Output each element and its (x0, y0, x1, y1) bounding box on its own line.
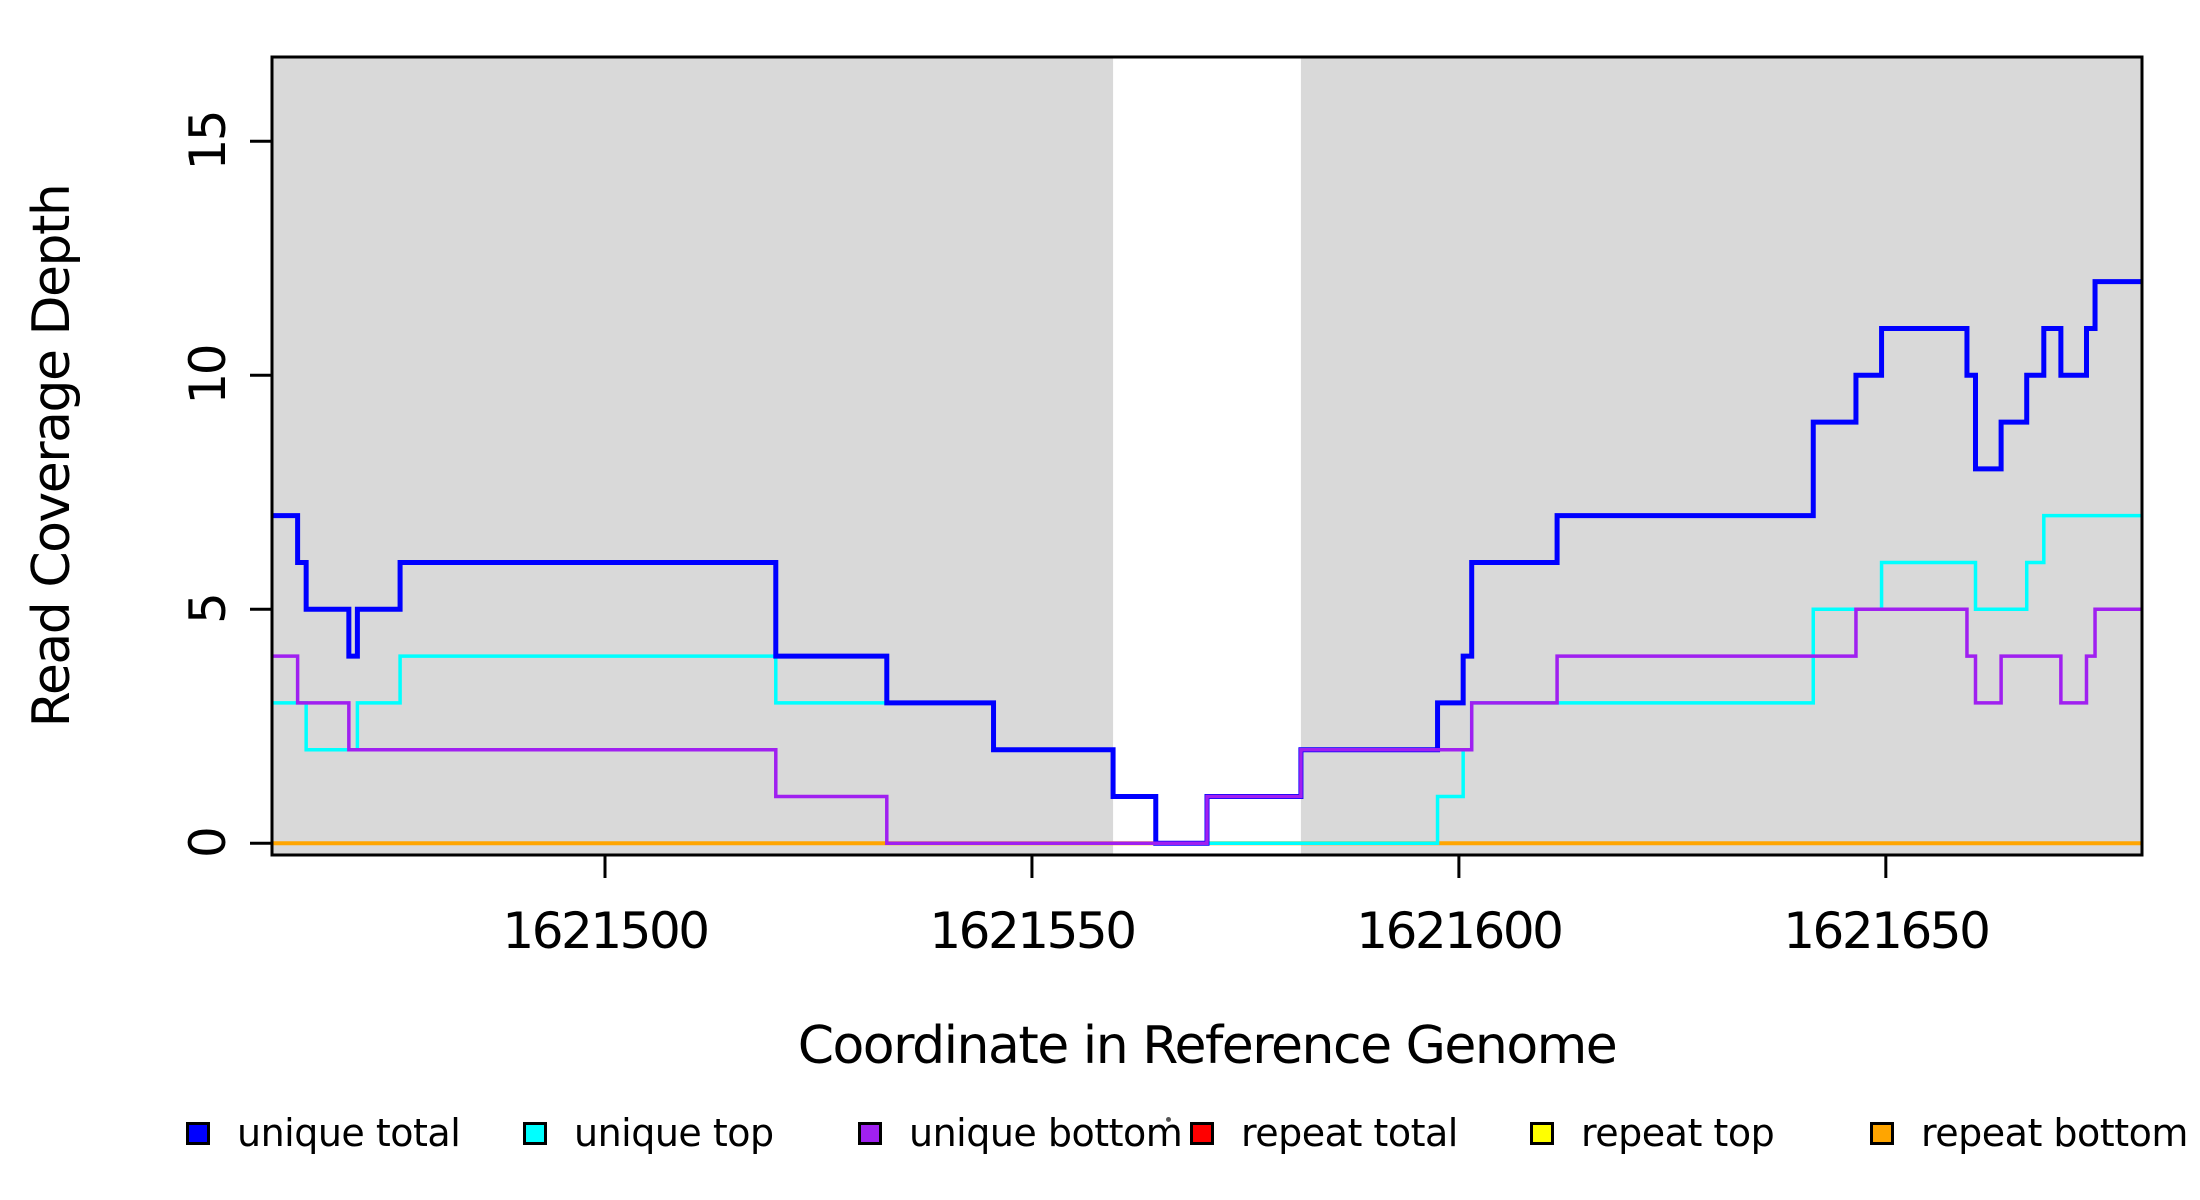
legend-item-repeat-bottom: repeat bottom (1870, 1111, 2188, 1155)
x-tick-label: 1621500 (502, 902, 707, 960)
x-tick-label: 1621650 (1783, 902, 1988, 960)
y-tick-label: 10 (179, 346, 237, 405)
legend-label: repeat top (1581, 1111, 1775, 1155)
legend-label: repeat total (1241, 1111, 1458, 1155)
repeat-total-swatch-icon (1190, 1121, 1214, 1145)
plot-box (270, 55, 2144, 857)
y-tick-label: 15 (179, 112, 237, 171)
unique-total-swatch-icon (186, 1121, 210, 1145)
series-unique-bottom (272, 607, 2142, 846)
x-axis-title: Coordinate in Reference Genome (797, 1016, 1618, 1076)
y-tick-label: 5 (179, 595, 237, 624)
unique-top-swatch-icon (523, 1121, 547, 1145)
shaded-region (272, 57, 1114, 855)
legend-item-repeat-total: repeat total (1190, 1111, 1458, 1155)
y-axis-title: Read Coverage Depth (22, 184, 82, 728)
x-tick-label: 1621600 (1356, 902, 1561, 960)
unique-bottom-swatch-icon (858, 1121, 882, 1145)
legend-item-unique-total: unique total (186, 1111, 461, 1155)
legend-item-unique-top: unique top (523, 1111, 774, 1155)
series-unique-top (272, 513, 2142, 846)
legend-label: unique bottom (909, 1111, 1183, 1155)
stray-dot (1166, 1117, 1171, 1122)
series-unique-total (272, 279, 2142, 846)
repeat-bottom-swatch-icon (1870, 1121, 1894, 1145)
legend-item-unique-bottom: unique bottom (858, 1111, 1183, 1155)
repeat-top-swatch-icon (1530, 1121, 1554, 1145)
legend-item-repeat-top: repeat top (1530, 1111, 1775, 1155)
shaded-region (1300, 57, 2142, 855)
legend-label: unique total (237, 1111, 461, 1155)
y-tick-label: 0 (179, 829, 237, 858)
x-tick-label: 1621550 (929, 902, 1134, 960)
legend-label: unique top (574, 1111, 774, 1155)
legend-label: repeat bottom (1921, 1111, 2188, 1155)
